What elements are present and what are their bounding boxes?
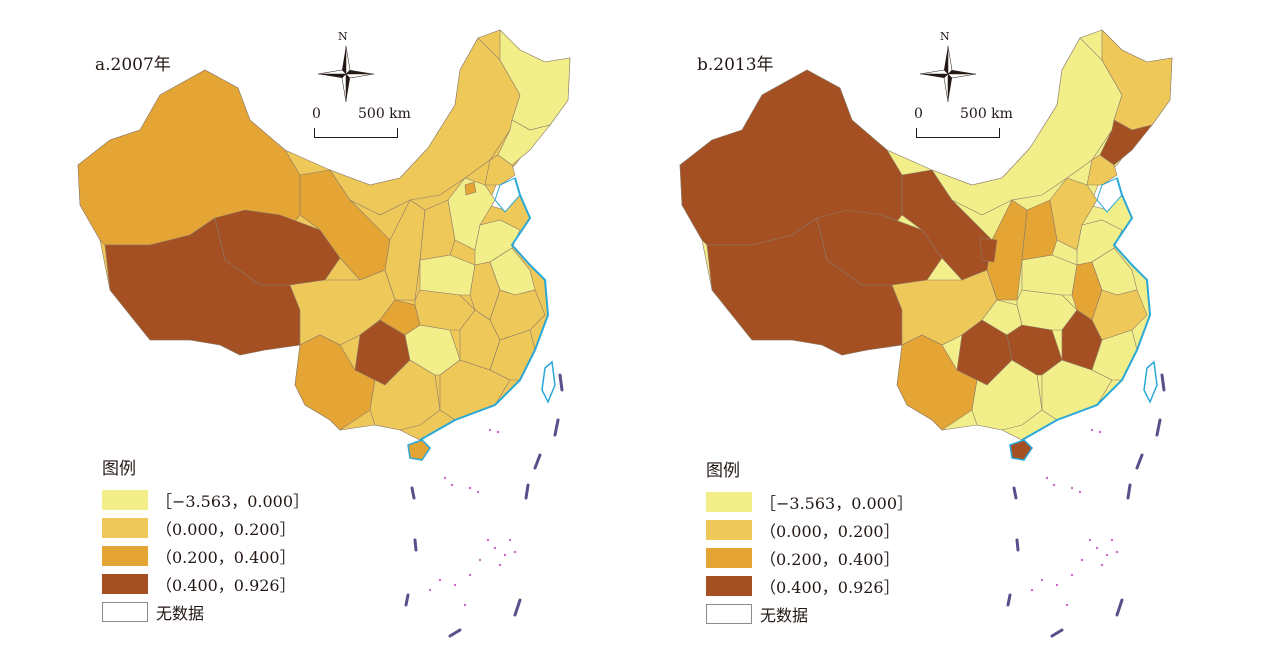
scale-line bbox=[916, 128, 1000, 138]
legend-item: ［−3.563，0.000］ bbox=[102, 486, 309, 514]
legend-label: ［−3.563，0.000］ bbox=[760, 494, 914, 513]
legend: 图例 ［−3.563，0.000］ （0.000，0.200］ （0.200，0… bbox=[706, 456, 913, 628]
legend-swatch bbox=[102, 602, 148, 622]
scale-length: 500 km bbox=[358, 106, 411, 122]
legend-item: 无数据 bbox=[102, 598, 309, 626]
south-sea-islands bbox=[428, 428, 517, 607]
region-hebei bbox=[1049, 177, 1098, 251]
scale-length: 500 km bbox=[960, 106, 1013, 122]
legend-swatch bbox=[102, 518, 148, 538]
legend-label: 无数据 bbox=[760, 606, 809, 625]
region-qinghai bbox=[214, 209, 341, 286]
legend-item: （0.400，0.926］ bbox=[102, 570, 309, 598]
legend-label: （0.400，0.926］ bbox=[760, 578, 900, 597]
map-title: a.2007年 bbox=[95, 55, 171, 75]
legend-title: 图例 bbox=[706, 461, 740, 481]
legend-item: （0.000，0.200］ bbox=[706, 516, 913, 544]
choropleth-map-2013 bbox=[679, 29, 1173, 638]
map-panel-2007: a.2007年 N 0 500 km 图例 ［−3.563，0.000］ （0.… bbox=[0, 0, 634, 658]
coastline bbox=[419, 177, 550, 441]
legend-item: ［−3.563，0.000］ bbox=[706, 488, 913, 516]
region-taiwan bbox=[1143, 360, 1158, 404]
region-zhejiang bbox=[1091, 289, 1148, 341]
compass-icon bbox=[919, 45, 977, 103]
legend-label: （0.000，0.200］ bbox=[760, 522, 900, 541]
legend-label: （0.200，0.400］ bbox=[156, 548, 296, 567]
legend-swatch bbox=[102, 574, 148, 594]
scale-bar: 0 500 km bbox=[914, 106, 1024, 146]
legend-swatch bbox=[706, 492, 752, 512]
scale-zero: 0 bbox=[914, 106, 923, 122]
north-label: N bbox=[940, 30, 950, 43]
region-jilin bbox=[497, 119, 551, 166]
region-guangxi bbox=[971, 359, 1043, 431]
north-label: N bbox=[338, 30, 348, 43]
legend-item: 无数据 bbox=[706, 600, 913, 628]
legend-item: （0.200，0.400］ bbox=[102, 542, 309, 570]
region-shanxi bbox=[1021, 199, 1058, 261]
legend-item: （0.400，0.926］ bbox=[706, 572, 913, 600]
legend-swatch bbox=[706, 604, 752, 624]
legend-swatch bbox=[706, 548, 752, 568]
legend-item: （0.200，0.400］ bbox=[706, 544, 913, 572]
nine-dash-line bbox=[404, 373, 564, 638]
south-sea-islands bbox=[1030, 428, 1119, 607]
region-shanxi bbox=[419, 199, 456, 261]
choropleth-map-2007 bbox=[77, 29, 571, 638]
region-jilin bbox=[1099, 119, 1153, 166]
region-hainan bbox=[1009, 439, 1033, 461]
region-beijing bbox=[464, 181, 477, 196]
scale-line bbox=[314, 128, 398, 138]
legend-label: （0.400，0.926］ bbox=[156, 576, 296, 595]
scale-zero: 0 bbox=[312, 106, 321, 122]
region-taiwan bbox=[541, 360, 556, 404]
map-panel-2013: b.2013年 N 0 500 km 图例 ［−3.563，0.000］ （0.… bbox=[602, 0, 1236, 658]
legend-swatch bbox=[706, 520, 752, 540]
legend-swatch bbox=[102, 490, 148, 510]
legend-label: （0.000，0.200］ bbox=[156, 520, 296, 539]
scale-bar: 0 500 km bbox=[312, 106, 422, 146]
region-guangxi bbox=[369, 359, 441, 431]
legend-swatch bbox=[706, 576, 752, 596]
region-qinghai bbox=[816, 209, 943, 286]
legend-label: 无数据 bbox=[156, 604, 205, 623]
legend-item: （0.000，0.200］ bbox=[102, 514, 309, 542]
region-ningxia bbox=[979, 237, 998, 263]
legend-label: （0.200，0.400］ bbox=[760, 550, 900, 569]
region-hebei bbox=[447, 177, 496, 251]
map-title: b.2013年 bbox=[697, 55, 774, 75]
compass-icon bbox=[317, 45, 375, 103]
legend-swatch bbox=[102, 546, 148, 566]
north-arrow: N bbox=[918, 30, 978, 110]
region-hainan bbox=[407, 439, 431, 461]
nine-dash-line bbox=[1006, 373, 1166, 638]
coastline bbox=[1021, 177, 1152, 441]
legend-title: 图例 bbox=[102, 459, 136, 479]
region-zhejiang bbox=[489, 289, 546, 341]
legend-label: ［−3.563，0.000］ bbox=[156, 492, 310, 511]
legend: 图例 ［−3.563，0.000］ （0.000，0.200］ （0.200，0… bbox=[102, 454, 309, 626]
north-arrow: N bbox=[316, 30, 376, 110]
